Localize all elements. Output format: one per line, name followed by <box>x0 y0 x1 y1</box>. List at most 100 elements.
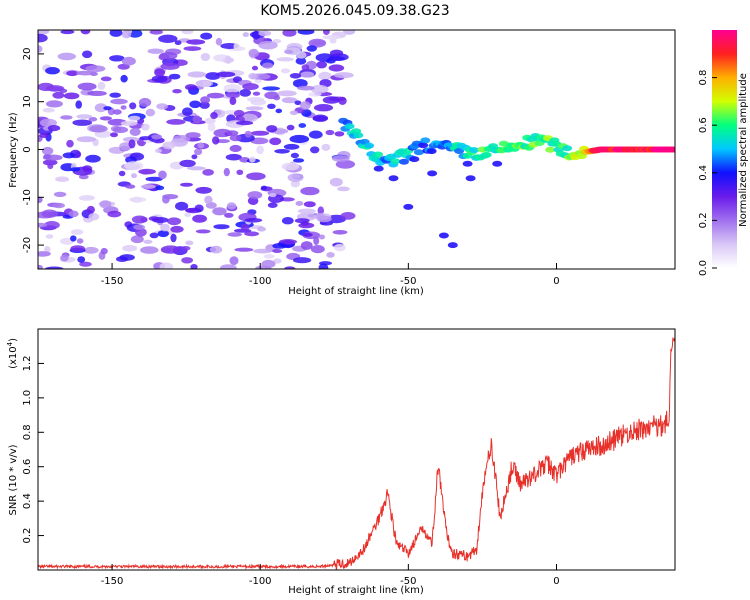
spectrogram-noise-blob <box>87 90 107 96</box>
colorbar-label: Normalized spectral amplitude <box>738 73 749 227</box>
spectrogram-ridge-point <box>373 151 383 158</box>
spectrogram-noise-blob <box>125 184 136 189</box>
spectrogram-noise-blob <box>292 174 301 179</box>
spectrogram-noise-blob <box>206 92 225 99</box>
spectrogram-secondary-blob <box>373 165 384 172</box>
spectrogram-noise-blob <box>321 143 331 151</box>
spectrogram-noise-blob <box>167 217 182 226</box>
spectrogram-noise-blob <box>160 245 181 254</box>
spectrogram-noise-blob <box>118 170 126 177</box>
spectrogram-noise-blob <box>250 130 270 136</box>
spectrogram-noise-blob <box>244 218 263 223</box>
spectrogram-noise-blob <box>70 235 77 242</box>
spectrogram-noise-blob <box>157 230 169 238</box>
spectrogram-ridge-point <box>481 151 492 158</box>
spectrogram-noise-blob <box>204 195 213 204</box>
spectrogram-noise-blob <box>244 130 252 138</box>
spectrogram-y-tick-label: 10 <box>22 95 33 108</box>
spectrogram-noise-blob <box>298 222 315 229</box>
spectrogram-noise-blob <box>45 266 64 269</box>
spectrogram-noise-blob <box>52 91 65 99</box>
spectrogram-noise-blob <box>224 55 232 64</box>
spectrogram-noise-blob <box>227 232 242 237</box>
spectrogram-ridge-point <box>418 142 429 149</box>
spectrogram-ridge-point <box>353 132 364 139</box>
spectrogram-noise-blob <box>226 130 239 136</box>
spectrogram-noise-blob <box>224 212 234 218</box>
spectrogram-noise-blob <box>154 148 162 153</box>
spectrogram-x-axis-label: Height of straight line (km) <box>288 286 424 297</box>
spectrogram-x-tick-label: -100 <box>249 276 272 287</box>
spectrogram-noise-blob <box>62 152 76 159</box>
spectrogram-y-tick-label: 20 <box>22 48 33 61</box>
spectrogram-noise-blob <box>297 85 315 91</box>
snr-x-axis-label: Height of straight line (km) <box>288 585 424 596</box>
spectrogram-noise-blob <box>128 197 147 203</box>
chart-title: KOM5.2026.045.09.38.G23 <box>260 3 449 19</box>
spectrogram-noise-blob <box>191 154 198 160</box>
colorbar-tick-label: 0.2 <box>698 212 709 228</box>
spectrogram-noise-blob <box>236 120 254 126</box>
spectrogram-noise-blob <box>226 202 237 210</box>
spectrogram-noise-blob <box>229 134 242 142</box>
spectrogram-noise-blob <box>60 30 75 35</box>
spectrogram-noise-blob <box>66 139 74 148</box>
spectrogram-noise-blob <box>120 74 128 83</box>
spectrogram-noise-blob <box>197 142 205 149</box>
spectrogram-noise-blob <box>275 108 283 114</box>
spectrogram-x-tick-label: 0 <box>553 276 559 287</box>
spectrogram-noise-blob <box>68 210 79 218</box>
spectrogram-noise-blob <box>300 241 313 250</box>
spectrogram-noise-blob <box>149 232 159 239</box>
spectrogram-noise-blob <box>121 30 132 39</box>
spectrogram-noise-blob <box>43 154 63 161</box>
spectrogram-noise-blob <box>186 39 206 45</box>
snr-plot-area <box>38 329 675 570</box>
spectrogram-noise-blob <box>292 79 308 88</box>
spectrogram-noise-blob <box>318 71 332 81</box>
spectrogram-noise-blob <box>63 92 80 100</box>
snr-x-tick-label: -100 <box>249 576 272 587</box>
spectrogram-noise-blob <box>76 136 97 143</box>
spectrogram-ridge-point <box>666 146 675 153</box>
spectrogram-noise-blob <box>310 245 325 254</box>
spectrogram-noise-blob <box>300 186 320 196</box>
spectrogram-noise-blob <box>45 100 63 108</box>
spectrogram-noise-blob <box>246 172 266 181</box>
spectrogram-noise-blob <box>162 141 176 150</box>
spectrogram-noise-blob <box>38 196 43 203</box>
spectrogram-y-tick-label: -20 <box>22 237 33 253</box>
spectrogram-noise-blob <box>289 134 310 144</box>
spectrogram-noise-blob <box>60 115 73 120</box>
spectrogram-noise-blob <box>325 129 335 136</box>
colorbar-scale <box>712 30 737 268</box>
spectrogram-secondary-blob <box>465 175 476 182</box>
spectrogram-noise-blob <box>233 43 240 51</box>
spectrogram-noise-blob <box>190 264 198 269</box>
spectrogram-noise-blob <box>297 208 316 214</box>
spectrogram-noise-blob <box>229 144 242 153</box>
spectrogram-noise-blob <box>240 223 250 231</box>
snr-y-tick-label: 1.0 <box>22 390 33 406</box>
spectrogram-noise-blob <box>192 115 201 124</box>
spectrogram-noise-blob <box>340 212 356 220</box>
spectrogram-noise-blob <box>316 60 328 69</box>
snr-y-axis-label: SNR (10 * v/v) <box>8 444 19 515</box>
colorbar-tick-label: 0.8 <box>698 70 709 86</box>
spectrogram-noise-blob <box>77 256 86 263</box>
colorbar-tick-label: 0.4 <box>698 165 709 181</box>
spectrogram-noise-blob <box>274 149 290 154</box>
spectrogram-noise-blob <box>170 225 184 233</box>
spectrogram-noise-blob <box>281 217 294 225</box>
spectrogram-noise-blob <box>317 215 332 223</box>
spectrogram-noise-blob <box>331 155 350 162</box>
spectrogram-noise-blob <box>100 247 108 255</box>
spectrogram-noise-blob <box>225 153 242 161</box>
spectrogram-noise-blob <box>262 86 280 91</box>
spectrogram-noise-blob <box>301 64 310 71</box>
spectrogram-noise-blob <box>202 81 212 88</box>
spectrogram-noise-blob <box>272 243 287 249</box>
spectrogram-ridge-point <box>390 158 401 165</box>
spectrogram-noise-blob <box>281 97 298 104</box>
